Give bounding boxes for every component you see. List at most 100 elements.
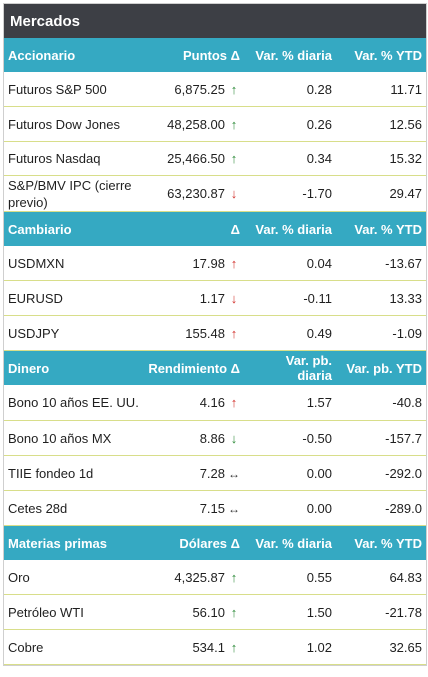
arrow-up-icon: ↑ [230,151,238,166]
header-col-ytd: Var. % YTD [354,221,422,237]
row-ytd: -289.0 [385,500,422,516]
table-row: Futuros S&P 500 6,875.25 ↑ 0.28 11.71 [4,72,426,107]
row-name: Futuros Nasdaq [8,151,101,166]
row-value: 63,230.87 ↓ [144,186,244,201]
row-name: TIIE fondeo 1d [8,465,94,481]
section-header-materias-primas: Materias primas Dólares Δ Var. % diaria … [4,526,426,560]
row-ytd: -292.0 [385,465,422,481]
table-row: EURUSD 1.17 ↓ -0.11 13.33 [4,281,426,316]
row-daily: 0.49 [306,325,332,341]
markets-panel: Mercados Accionario Puntos Δ Var. % diar… [3,3,427,666]
header-col-value: Rendimiento Δ [148,360,240,376]
arrow-down-icon: ↓ [230,186,238,201]
panel-title: Mercados [4,4,426,38]
row-value: 48,258.00 ↑ [144,117,244,132]
row-name: EURUSD [8,290,63,306]
header-col-value: Dólares Δ [179,535,240,551]
row-value: 7.28 ↔ [199,465,240,481]
row-value: 56.10 ↑ [144,605,244,620]
arrow-up-icon: ↑ [230,116,238,132]
row-name: Oro [8,569,30,585]
row-value: 7.15 ↔ [199,500,240,516]
row-daily: 1.50 [306,604,332,620]
row-ytd: -21.78 [385,604,422,620]
header-col-daily: Var. % diaria [255,535,332,551]
row-value: 4.16 ↑ [144,395,244,410]
row-ytd: -40.8 [392,395,422,410]
header-col-value: Δ [230,221,240,237]
row-daily: 0.00 [306,500,332,516]
row-ytd: 13.33 [389,290,422,306]
table-row: Bono 10 años EE. UU. 4.16 ↑ 1.57 -40.8 [4,385,426,421]
row-ytd: 15.32 [389,151,422,166]
header-col-value: Puntos Δ [182,47,240,63]
header-col-name: Cambiario [8,221,72,237]
row-daily: -1.70 [302,186,332,201]
row-daily: 0.34 [306,151,332,166]
row-name: USDMXN [8,255,65,271]
table-row: Futuros Dow Jones 48,258.00 ↑ 0.26 12.56 [4,107,426,142]
table-row: Petróleo WTI 56.10 ↑ 1.50 -21.78 [4,595,426,630]
row-value: 534.1 ↑ [144,640,244,655]
row-name: Bono 10 años MX [8,430,112,446]
row-value: 1.17 ↓ [144,291,244,306]
row-daily: 0.00 [306,465,332,481]
row-value: 155.48 ↑ [144,326,244,341]
row-value: 8.86 ↓ [144,431,244,446]
row-ytd: 11.71 [390,81,422,97]
header-col-ytd: Var. % YTD [354,535,422,551]
row-daily: 0.26 [306,116,332,132]
row-value: 17.98 ↑ [144,256,244,271]
arrow-up-icon: ↑ [230,81,238,97]
section-header-dinero: Dinero Rendimiento Δ Var. pb. diaria Var… [4,351,426,385]
header-col-daily: Var. % diaria [255,47,332,63]
arrow-left-right-icon: ↔ [228,466,240,481]
row-name: Cobre [8,639,44,655]
table-row: Cobre 534.1 ↑ 1.02 32.65 [4,630,426,665]
row-name: Bono 10 años EE. UU. [8,395,139,410]
row-daily: -0.50 [302,430,332,446]
row-daily: 0.55 [306,569,332,585]
section-header-cambiario: Cambiario Δ Var. % diaria Var. % YTD [4,212,426,246]
table-row: Oro 4,325.87 ↑ 0.55 64.83 [4,560,426,595]
row-value: 4,325.87 ↑ [144,570,244,585]
table-row: S&P/BMV IPC (cierre previo) 63,230.87 ↓ -… [4,176,426,212]
header-col-ytd: Var. % YTD [354,47,422,63]
arrow-left-right-icon: ↔ [228,501,240,516]
row-ytd: -1.09 [392,325,422,341]
header-col-daily: Var. % diaria [255,221,332,237]
row-value: 6,875.25 ↑ [144,82,244,97]
row-daily: -0.11 [303,290,332,306]
row-name: Petróleo WTI [8,604,84,620]
table-row: USDMXN 17.98 ↑ 0.04 -13.67 [4,246,426,281]
header-col-ytd: Var. pb. YTD [346,360,422,376]
row-ytd: 64.83 [389,569,422,585]
arrow-up-icon: ↑ [230,255,238,271]
row-ytd: -13.67 [385,255,422,271]
row-name: Futuros S&P 500 [8,81,107,97]
row-ytd: -157.7 [385,430,422,446]
row-daily: 0.28 [306,81,332,97]
row-daily: 1.02 [306,639,332,655]
arrow-up-icon: ↑ [230,604,238,620]
table-row: TIIE fondeo 1d 7.28 ↔ 0.00 -292.0 [4,456,426,491]
row-ytd: 29.47 [389,186,422,201]
arrow-down-icon: ↓ [230,430,238,446]
arrow-down-icon: ↓ [230,290,238,306]
header-col-name: Accionario [8,47,76,63]
row-value: 25,466.50 ↑ [144,151,244,166]
table-row: Futuros Nasdaq 25,466.50 ↑ 0.34 15.32 [4,142,426,176]
arrow-up-icon: ↑ [230,569,238,585]
header-col-name: Dinero [8,360,50,376]
arrow-up-icon: ↑ [230,639,238,655]
table-row: USDJPY 155.48 ↑ 0.49 -1.09 [4,316,426,351]
row-daily: 1.57 [306,395,332,410]
arrow-up-icon: ↑ [230,325,238,341]
arrow-up-icon: ↑ [230,395,238,410]
row-daily: 0.04 [306,255,332,271]
row-name: USDJPY [8,325,60,341]
row-ytd: 32.65 [389,639,422,655]
header-col-name: Materias primas [8,535,107,551]
table-row: Bono 10 años MX 8.86 ↓ -0.50 -157.7 [4,421,426,456]
section-header-accionario: Accionario Puntos Δ Var. % diaria Var. %… [4,38,426,72]
